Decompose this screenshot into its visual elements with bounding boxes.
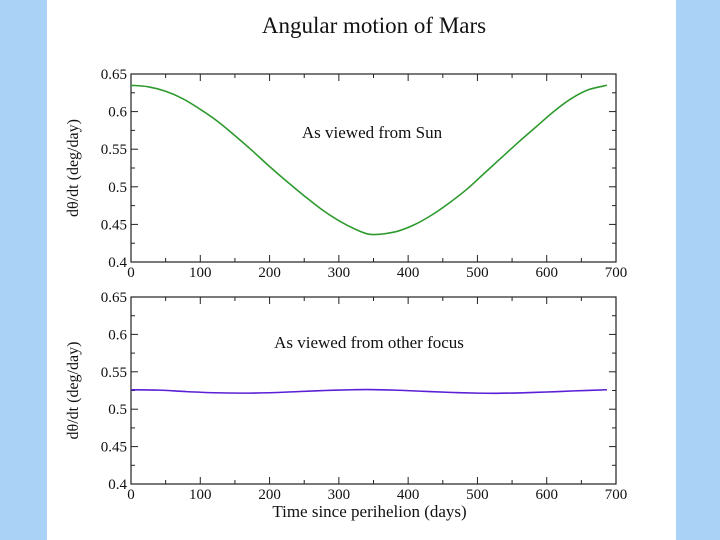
y-tick-label: 0.4 [108, 477, 127, 493]
panel-other-focus: 0 100 200 300 400 500 600 700 0.4 0.45 0.5 0.55 0.6 0… [65, 290, 627, 521]
plot-annotation: As viewed from other focus [274, 333, 464, 352]
plot-frame [130, 296, 617, 485]
x-tick-label: 0 [127, 265, 135, 281]
y-tick-label: 0.4 [108, 255, 127, 271]
x-tick-label: 0 [127, 487, 135, 503]
left-side-band [0, 0, 47, 540]
y-tick-label: 0.65 [101, 67, 127, 83]
y-tick-label: 0.6 [108, 105, 127, 121]
x-tick-label: 100 [189, 487, 212, 503]
right-side-band [676, 0, 720, 540]
y-tick-label: 0.55 [101, 142, 127, 158]
y-tick-label: 0.5 [108, 402, 127, 418]
y-tick-label: 0.45 [101, 217, 127, 233]
figure-title: Angular motion of Mars [262, 13, 486, 38]
x-tick-label: 500 [466, 487, 489, 503]
x-tick-label: 400 [397, 487, 420, 503]
x-tick-label: 400 [397, 265, 420, 281]
y-tick-label: 0.5 [108, 180, 127, 196]
x-tick-label: 500 [466, 265, 489, 281]
plot-annotation: As viewed from Sun [302, 123, 443, 142]
x-tick-label: 700 [605, 265, 628, 281]
x-axis-label: Time since perihelion (days) [272, 502, 466, 521]
x-tick-label: 200 [258, 487, 281, 503]
series-line [130, 388, 608, 395]
y-tick-label: 0.65 [101, 290, 127, 306]
y-axis-label: dθ/dt (deg/day) [65, 119, 82, 217]
x-tick-label: 100 [189, 265, 212, 281]
x-tick-label: 300 [328, 265, 351, 281]
x-tick-label: 300 [328, 487, 351, 503]
x-tick-label: 600 [535, 487, 558, 503]
slide-page [47, 0, 676, 540]
y-tick-label: 0.6 [108, 327, 127, 343]
x-tick-label: 200 [258, 265, 281, 281]
x-tick-label: 700 [605, 487, 628, 503]
x-tick-label: 600 [535, 265, 558, 281]
y-tick-label: 0.45 [101, 440, 127, 456]
y-axis-label: dθ/dt (deg/day) [65, 342, 82, 440]
series-line [130, 84, 608, 236]
y-tick-label: 0.55 [101, 365, 127, 381]
panel-sun: 0 100 200 300 400 500 600 700 0.4 0.45 0.5 0.55 0.6 0… [65, 67, 627, 281]
